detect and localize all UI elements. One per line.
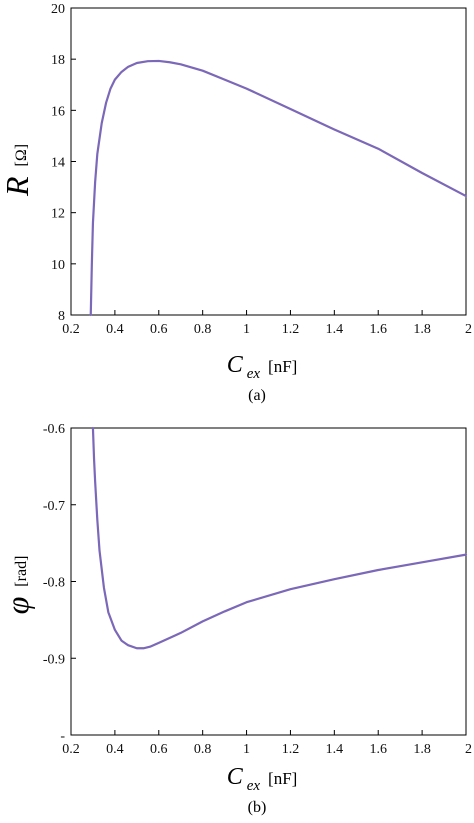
- x-axis-label-b: C ex [nF]: [227, 764, 298, 794]
- y-tick-label: -: [60, 729, 65, 744]
- x-tick-label: 1: [243, 742, 250, 757]
- plot-frame-a: [70, 7, 467, 316]
- y-axis-symbol-a: R: [0, 176, 35, 197]
- y-axis-label-a: R [Ω]: [0, 144, 35, 197]
- x-tick-label: 1.8: [413, 322, 431, 337]
- x-tick-label: 2: [465, 742, 472, 757]
- y-tick-label: -0.8: [43, 576, 65, 591]
- x-tick-label: 1.2: [282, 742, 300, 757]
- y-tick-label: 16: [51, 104, 65, 119]
- panel-caption-a: (a): [248, 387, 266, 404]
- x-ticks-a: 0.2 0.4 0.6 0.8 1 1.2 1.4 1.6 1.8 2: [62, 310, 472, 337]
- x-tick-label: 1.8: [413, 742, 431, 757]
- x-axis-subscript-b: ex: [247, 778, 261, 794]
- x-tick-label: 0.2: [62, 742, 80, 757]
- y-tick-label: -0.7: [43, 499, 65, 514]
- series-line-a: [89, 59, 468, 317]
- x-axis-symbol-b: C: [227, 764, 244, 790]
- series-line-b: [91, 426, 468, 650]
- x-tick-label: 1.6: [369, 742, 387, 757]
- panel-a: 8 10 12 14 16 18 20 0.2 0.4 0.6 0.8 1 1.2 1.4 1.6 1.8 2…: [0, 2, 472, 404]
- y-tick-label: 20: [51, 2, 65, 17]
- x-tick-label: 1.6: [369, 322, 387, 337]
- x-tick-label: 0.6: [150, 742, 168, 757]
- y-tick-label: -0.9: [43, 652, 65, 667]
- x-axis-label-a: C ex [nF]: [227, 352, 298, 382]
- y-tick-label: 10: [51, 258, 65, 273]
- x-tick-label: 0.8: [194, 742, 212, 757]
- x-tick-label: 0.4: [106, 742, 124, 757]
- x-tick-label: 0.2: [62, 322, 80, 337]
- y-ticks-b: - -0.9 -0.8 -0.7 -0.6: [43, 422, 76, 744]
- y-axis-label-b: φ [rad]: [0, 556, 35, 615]
- x-tick-label: 1: [243, 322, 250, 337]
- y-axis-unit-a: [Ω]: [13, 144, 30, 167]
- x-axis-symbol-a: C: [227, 352, 244, 378]
- x-tick-label: 0.8: [194, 322, 212, 337]
- x-tick-label: 2: [465, 322, 472, 337]
- x-tick-label: 1.4: [326, 742, 344, 757]
- y-tick-label: -0.6: [43, 422, 65, 437]
- y-tick-label: 14: [51, 156, 65, 171]
- x-axis-subscript-a: ex: [247, 366, 261, 382]
- x-tick-label: 1.4: [326, 322, 344, 337]
- x-tick-label: 0.4: [106, 322, 124, 337]
- y-axis-unit-b: [rad]: [13, 556, 30, 587]
- x-tick-label: 0.6: [150, 322, 168, 337]
- x-tick-label: 1.2: [282, 322, 300, 337]
- y-tick-label: 8: [58, 309, 65, 324]
- x-axis-unit-a: [nF]: [268, 357, 297, 376]
- x-axis-unit-b: [nF]: [268, 769, 297, 788]
- x-ticks-b: 0.2 0.4 0.6 0.8 1 1.2 1.4 1.6 1.8 2: [62, 730, 472, 757]
- panel-caption-b: (b): [248, 799, 267, 816]
- panel-b: - -0.9 -0.8 -0.7 -0.6 0.2 0.4 0.6 0.8 1 1.2 1.4 1.6…: [0, 422, 472, 816]
- plot-frame-b: [70, 427, 467, 736]
- y-axis-symbol-b: φ: [0, 597, 35, 615]
- y-tick-label: 18: [51, 53, 65, 68]
- y-ticks-a: 8 10 12 14 16 18 20: [51, 2, 76, 324]
- y-tick-label: 12: [51, 207, 65, 222]
